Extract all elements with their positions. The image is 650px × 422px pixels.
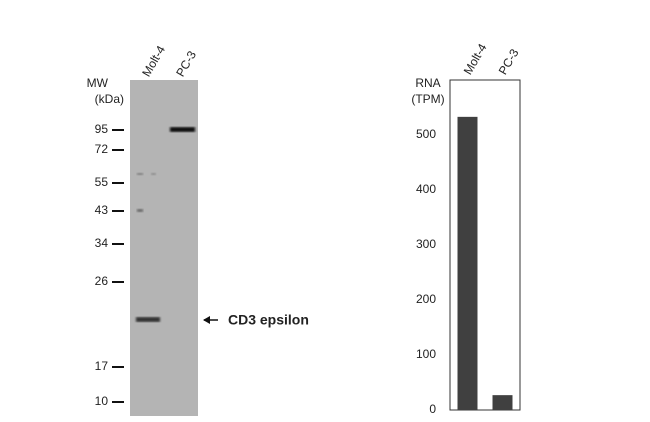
plot-frame <box>449 79 521 411</box>
mw-marker: 10 <box>95 394 109 408</box>
y-tick-label: 300 <box>416 237 436 251</box>
band <box>170 127 195 132</box>
bar <box>457 116 478 410</box>
bar <box>492 395 513 410</box>
mw-marker: 55 <box>95 175 109 189</box>
band <box>136 317 160 322</box>
blot-membrane <box>130 80 198 416</box>
annotation: CD3 epsilon <box>228 312 309 328</box>
mw-unit: (kDa) <box>95 92 124 106</box>
mw-label: MW <box>87 76 109 90</box>
mw-marker: 17 <box>95 359 109 373</box>
band <box>137 209 143 212</box>
mw-marker: 26 <box>95 274 109 288</box>
arrow-head <box>203 316 210 324</box>
mw-marker: 95 <box>95 122 109 136</box>
x-tick-label: PC-3 <box>496 46 522 77</box>
band <box>137 173 143 175</box>
mw-marker: 34 <box>95 236 109 250</box>
mw-marker: 43 <box>95 203 109 217</box>
y-tick-label: 200 <box>416 292 436 306</box>
y-tick-label: 500 <box>416 127 436 141</box>
y-axis-label: RNA <box>415 76 440 90</box>
lane-label: Molt-4 <box>139 43 168 79</box>
y-tick-label: 100 <box>416 347 436 361</box>
x-tick-label: Molt-4 <box>461 41 490 77</box>
lane-label: PC-3 <box>173 48 199 79</box>
y-tick-label: 400 <box>416 182 436 196</box>
mw-marker: 72 <box>95 142 109 156</box>
band <box>151 173 156 175</box>
y-axis-label: (TPM) <box>411 92 444 106</box>
y-tick-label: 0 <box>429 402 436 416</box>
